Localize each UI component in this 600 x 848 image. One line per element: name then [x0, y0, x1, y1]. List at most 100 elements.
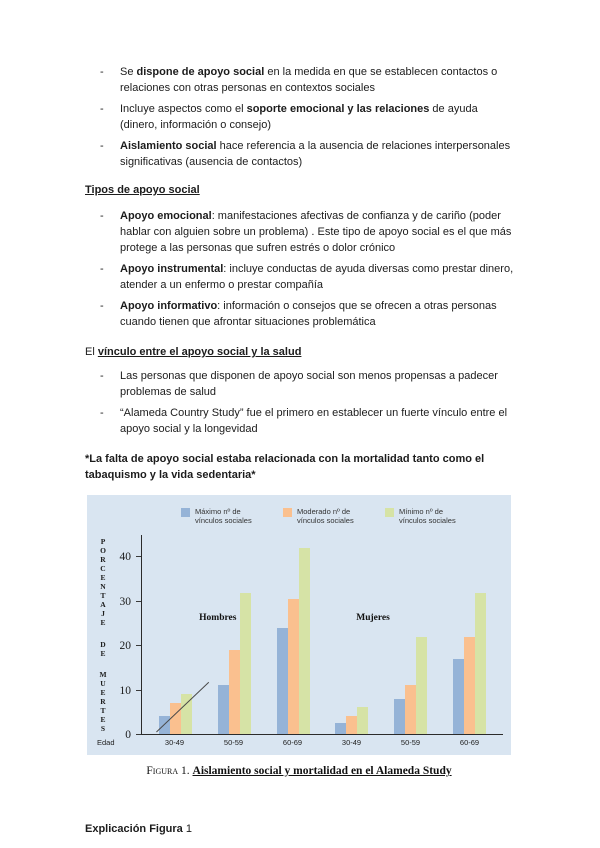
- y-axis-letter: E: [100, 688, 106, 697]
- heading-prefix: El: [85, 346, 98, 358]
- bullet-dash: -: [100, 407, 104, 419]
- list-item: - “Alameda Country Study” fue el primero…: [85, 405, 515, 437]
- bar-group: [154, 535, 196, 734]
- text-segment: Se: [120, 66, 137, 78]
- y-axis-letter: M: [99, 670, 107, 679]
- y-axis: 0 10 20 30 40: [111, 535, 141, 741]
- bar-group: [331, 535, 373, 734]
- text-segment: hace referencia a la ausencia de relacio…: [120, 140, 511, 168]
- y-tick-label: 20: [119, 640, 132, 653]
- text-segment: : información o consejos que se ofrecen …: [120, 300, 497, 328]
- y-tick-mark: [136, 645, 141, 647]
- y-axis-letter: T: [100, 706, 106, 715]
- list-item: - Las personas que disponen de apoyo soc…: [85, 368, 515, 400]
- bar: [453, 658, 465, 734]
- legend-swatch-icon: [385, 508, 394, 517]
- heading-underlined: vínculo entre el apoyo social y la salud: [97, 346, 302, 358]
- bar: [239, 592, 251, 734]
- list-item-text: Las personas que disponen de apoyo socia…: [120, 370, 498, 398]
- y-axis-letter: J: [101, 609, 105, 618]
- bullet-dash: -: [100, 370, 104, 382]
- bar: [464, 636, 476, 734]
- text-segment-bold: Apoyo emocional: [120, 210, 212, 222]
- y-tick-label: 30: [119, 595, 132, 608]
- x-tick-label: 60-69: [282, 738, 303, 747]
- bar: [357, 707, 369, 734]
- bar-group: [272, 535, 314, 734]
- document-page: - Se dispone de apoyo social en la medid…: [85, 64, 515, 837]
- list-item-text: Se dispone de apoyo social en la medida …: [120, 64, 515, 96]
- text-segment-bold: soporte emocional y las relaciones: [246, 103, 430, 115]
- text-segment: : incluye conductas de ayuda diversas co…: [120, 263, 514, 291]
- figure-caption-prefix: Figura 1.: [146, 765, 193, 777]
- list-item: - Aislamiento social hace referencia a l…: [85, 138, 515, 170]
- list-item: - Apoyo emocional: manifestaciones afect…: [85, 208, 515, 256]
- legend-item: Mínimo nº de vínculos sociales: [385, 507, 463, 525]
- y-axis-letter: R: [100, 555, 106, 564]
- bullet-list-tipos: - Apoyo emocional: manifestaciones afect…: [85, 208, 515, 330]
- y-tick-mark: [136, 556, 141, 558]
- y-axis-letter: O: [100, 546, 106, 555]
- y-tick-mark: [136, 734, 141, 735]
- text-segment: en la medida en que se establecen contac…: [120, 66, 498, 94]
- text-segment-bold: dispone de apoyo social: [136, 66, 265, 78]
- x-tick-label: 30-49: [164, 738, 185, 747]
- y-axis-letter: U: [100, 679, 106, 688]
- footer-bold: Explicación Figura: [85, 823, 183, 835]
- plot-area: Hombres Mujeres: [141, 535, 503, 735]
- bar: [346, 716, 358, 734]
- bullet-dash: -: [100, 103, 104, 115]
- bar: [158, 716, 170, 734]
- text-segment-bold: Aislamiento social: [120, 140, 217, 152]
- bar: [276, 627, 288, 734]
- list-item-text: “Alameda Country Study” fue el primero e…: [120, 407, 508, 435]
- bar-group: [213, 535, 255, 734]
- y-axis-letter: S: [100, 724, 106, 733]
- list-item: - Incluye aspectos como el soporte emoci…: [85, 101, 515, 133]
- figure-caption-title: Aislamiento social y mortalidad en el Al…: [192, 765, 452, 777]
- text-segment-bold: Apoyo instrumental: [120, 263, 224, 275]
- bar: [475, 592, 487, 734]
- list-item-text: Aislamiento social hace referencia a la …: [120, 138, 515, 170]
- legend-label: Máximo nº de vínculos sociales: [195, 507, 252, 525]
- bullet-list-vinculo: - Las personas que disponen de apoyo soc…: [85, 368, 515, 437]
- bullet-dash: -: [100, 140, 104, 152]
- x-axis: 30-49 50-59 60-69 30-49 50-59 60-69: [141, 738, 503, 747]
- legend-label: Mínimo nº de vínculos sociales: [399, 507, 456, 525]
- y-axis-letter: P: [100, 537, 106, 546]
- x-tick-label: 50-59: [400, 738, 421, 747]
- list-item-text: Apoyo emocional: manifestaciones afectiv…: [120, 208, 515, 256]
- list-item: - Apoyo instrumental: incluye conductas …: [85, 261, 515, 293]
- y-axis-letter: C: [100, 564, 106, 573]
- chart-legend: Máximo nº de vínculos sociales Moderado n…: [181, 507, 503, 525]
- bullet-dash: -: [100, 300, 104, 312]
- y-axis-letter: E: [100, 715, 106, 724]
- x-tick-label: 30-49: [341, 738, 362, 747]
- list-item-text: Apoyo instrumental: incluye conductas de…: [120, 261, 515, 293]
- bullet-dash: -: [100, 210, 104, 222]
- bar: [169, 703, 181, 734]
- bar: [405, 685, 417, 734]
- y-axis-letter: T: [100, 591, 106, 600]
- bar: [394, 698, 406, 734]
- footer-note: Explicación Figura 1: [85, 821, 515, 837]
- list-item-text: Incluye aspectos como el soporte emocion…: [120, 101, 515, 133]
- group-label: Hombres: [199, 612, 237, 623]
- bar-group: [390, 535, 432, 734]
- y-axis-letter: E: [100, 573, 106, 582]
- y-axis-letter: N: [100, 582, 106, 591]
- chart-container: Máximo nº de vínculos sociales Moderado n…: [87, 495, 511, 755]
- figure-caption: Figura 1. Aislamiento social y mortalida…: [87, 765, 511, 777]
- bar-group: [449, 535, 491, 734]
- y-axis-letter: R: [100, 697, 106, 706]
- bullet-dash: -: [100, 263, 104, 275]
- footer-rest: 1: [182, 823, 192, 835]
- emphasis-statement: *La falta de apoyo social estaba relacio…: [85, 453, 485, 481]
- y-tick-label: 40: [119, 551, 132, 564]
- x-axis-title: Edad: [97, 738, 115, 747]
- list-item: - Apoyo informativo: información o conse…: [85, 298, 515, 330]
